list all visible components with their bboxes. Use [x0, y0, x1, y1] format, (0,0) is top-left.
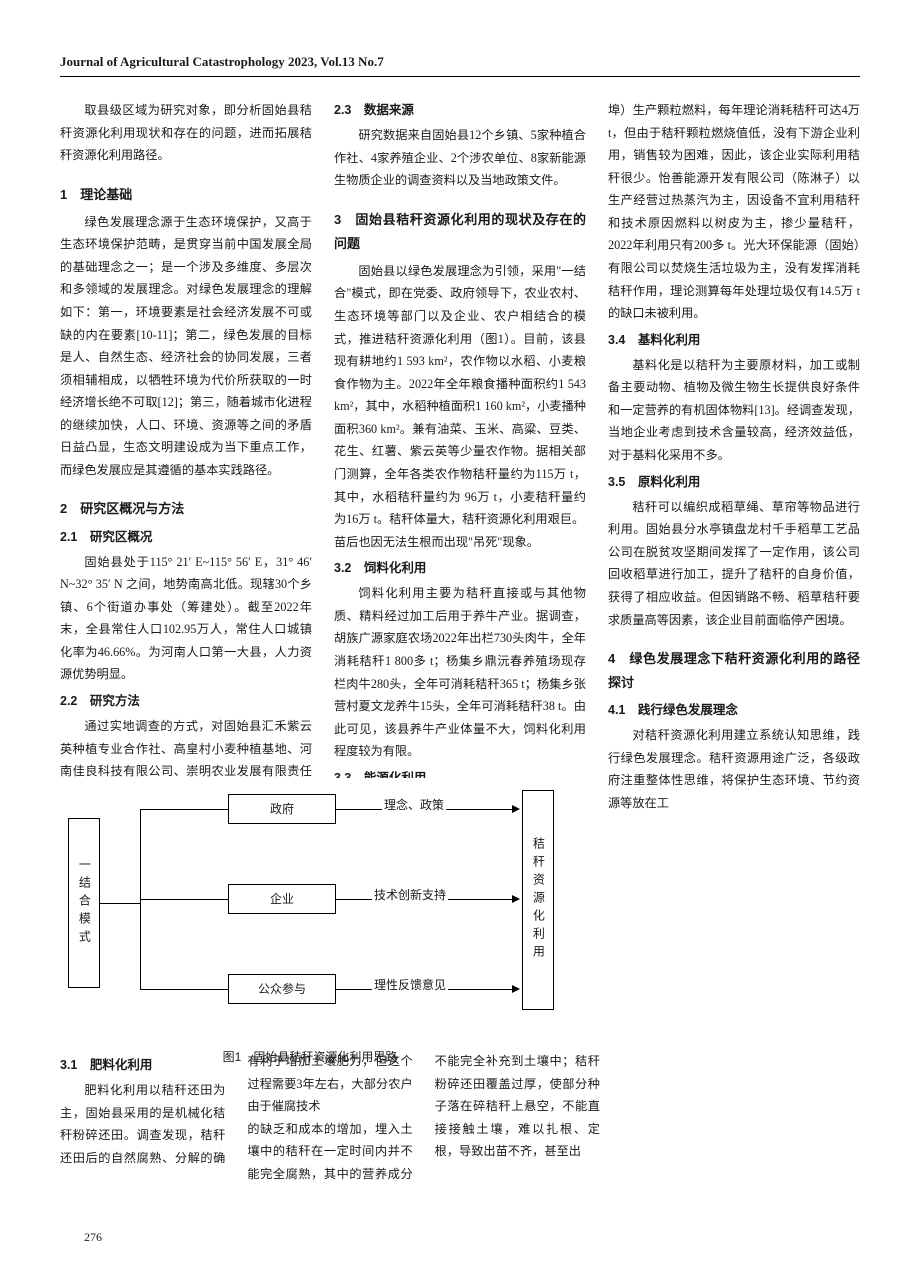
page-number: 276 — [84, 1230, 102, 1245]
section-3-para: 固始县以绿色发展理念为引领，采用"一结合"模式，即在党委、政府领导下，农业农村、… — [334, 260, 586, 531]
section-3-4-para: 基料化是以秸秆为主要原材料，加工或制备主要动物、植物及微生物生长提供良好条件和一… — [608, 354, 860, 467]
section-2-3-para: 研究数据来自固始县12个乡镇、5家种植合作社、4家养殖企业、2个涉农单位、8家新… — [334, 124, 586, 192]
section-2-title: 2 研究区概况与方法 — [60, 497, 312, 521]
after-figure-columns: 3.1 肥料化利用 肥料化利用以秸秆还田为主，固始县采用的是机械化秸秆粉碎还田。… — [60, 1050, 600, 1185]
section-2-2-title: 2.2 研究方法 — [60, 690, 312, 713]
body-columns: 取县级区域为研究对象，即分析固始县秸秆资源化利用现状和存在的问题，进而拓展秸秆资… — [60, 99, 860, 851]
arrow-label-2: 技术创新支持 — [372, 886, 448, 903]
arrow-label-1: 理念、政策 — [382, 796, 446, 813]
left-box: 一结合模式 — [68, 818, 100, 988]
section-1-title: 1 理论基础 — [60, 183, 312, 207]
section-1-para: 绿色发展理念源于生态环境保护，又高于生态环境保护范畴，是贯穿当前中国发展全局的基… — [60, 211, 312, 482]
section-4-title: 4 绿色发展理念下秸秆资源化利用的路径探讨 — [608, 647, 860, 695]
section-3-para-tail: 苗后也因无法生根而出现"吊死"现象。 — [334, 531, 586, 554]
arrow-label-3: 理性反馈意见 — [372, 976, 448, 993]
section-3-1-title: 3.1 肥料化利用 — [60, 1054, 225, 1077]
intro-para: 取县级区域为研究对象，即分析固始县秸秆资源化利用现状和存在的问题，进而拓展秸秆资… — [60, 99, 312, 167]
section-3-2-para: 饲料化利用主要为秸秆直接或与其他物质、精料经过加工后用于养牛产业。据调查，胡族广… — [334, 582, 586, 763]
section-4-1-para: 对秸秆资源化利用建立系统认知思维，践行绿色发展理念。秸秆资源用途广泛，各级政府注… — [608, 724, 860, 814]
section-3-5-para: 秸秆可以编织成稻草绳、草帘等物品进行利用。固始县分水亭镇盘龙村千手稻草工艺品公司… — [608, 496, 860, 631]
section-3-title: 3 固始县秸秆资源化利用的现状及存在的问题 — [334, 208, 586, 256]
section-3-4-title: 3.4 基料化利用 — [608, 329, 860, 352]
figure-1: 一结合模式 秸秆资源化利用 政府 企业 公众参与 理念、政策 技术创新支持 理性… — [60, 778, 600, 1065]
line — [140, 899, 228, 900]
line — [100, 903, 140, 904]
section-3-2-title: 3.2 饲料化利用 — [334, 557, 586, 580]
flowchart: 一结合模式 秸秆资源化利用 政府 企业 公众参与 理念、政策 技术创新支持 理性… — [68, 778, 568, 1038]
mid-box-3: 公众参与 — [228, 974, 336, 1004]
right-box: 秸秆资源化利用 — [522, 790, 554, 1010]
mid-box-2: 企业 — [228, 884, 336, 914]
arrow-icon — [512, 895, 520, 903]
line — [140, 989, 228, 990]
section-4-1-title: 4.1 践行绿色发展理念 — [608, 699, 860, 722]
arrow-icon — [512, 805, 520, 813]
section-2-1-title: 2.1 研究区概况 — [60, 526, 312, 549]
mid-box-1: 政府 — [228, 794, 336, 824]
section-3-5-title: 3.5 原料化利用 — [608, 471, 860, 494]
journal-header: Journal of Agricultural Catastrophology … — [60, 54, 860, 77]
section-2-3-title: 2.3 数据来源 — [334, 99, 586, 122]
section-2-1-para: 固始县处于115° 21′ E~115° 56′ E，31° 46′ N~32°… — [60, 551, 312, 686]
line — [140, 809, 228, 810]
arrow-icon — [512, 985, 520, 993]
